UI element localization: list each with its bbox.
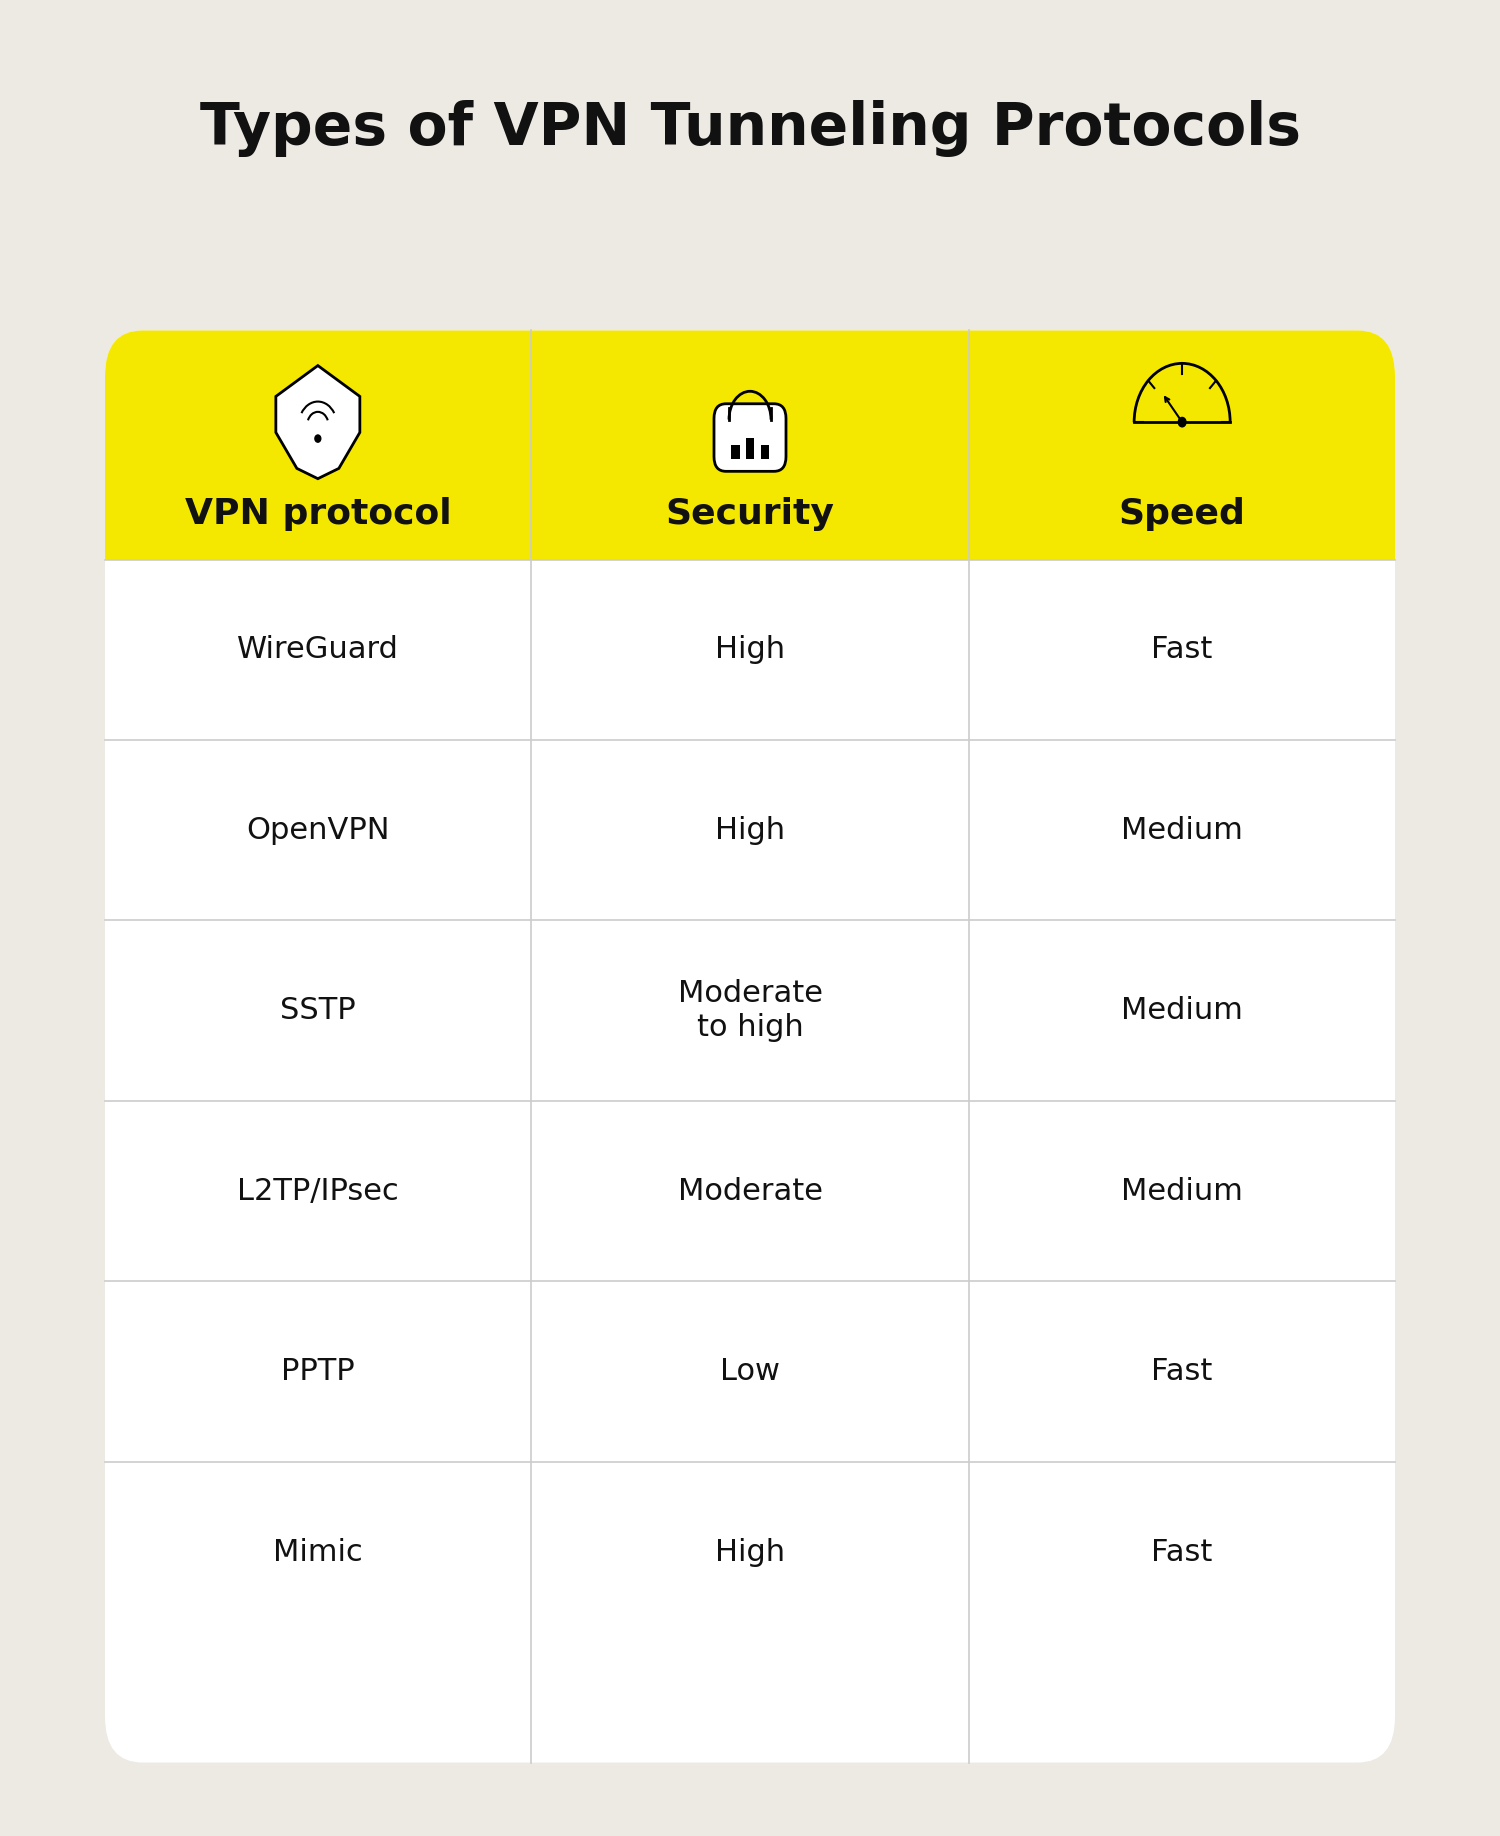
FancyBboxPatch shape bbox=[105, 330, 1395, 1763]
FancyBboxPatch shape bbox=[105, 330, 1395, 560]
Circle shape bbox=[315, 435, 321, 442]
Text: Fast: Fast bbox=[1152, 635, 1214, 665]
Text: Medium: Medium bbox=[1120, 1177, 1244, 1206]
Text: High: High bbox=[716, 1537, 784, 1566]
Text: L2TP/IPsec: L2TP/IPsec bbox=[237, 1177, 399, 1206]
Text: Low: Low bbox=[720, 1357, 780, 1386]
Text: Medium: Medium bbox=[1120, 997, 1244, 1024]
Text: Mimic: Mimic bbox=[273, 1537, 363, 1566]
Text: PPTP: PPTP bbox=[280, 1357, 354, 1386]
Text: WireGuard: WireGuard bbox=[237, 635, 399, 665]
Bar bbox=[746, 437, 754, 459]
Circle shape bbox=[1179, 417, 1186, 426]
Text: Types of VPN Tunneling Protocols: Types of VPN Tunneling Protocols bbox=[200, 99, 1300, 158]
Text: Security: Security bbox=[666, 498, 834, 531]
Text: Fast: Fast bbox=[1152, 1357, 1214, 1386]
Text: High: High bbox=[716, 815, 784, 845]
Text: Speed: Speed bbox=[1119, 498, 1245, 531]
Text: SSTP: SSTP bbox=[280, 997, 356, 1024]
Bar bbox=[730, 444, 740, 459]
Polygon shape bbox=[276, 365, 360, 479]
Text: Moderate: Moderate bbox=[678, 1177, 822, 1206]
Text: Fast: Fast bbox=[1152, 1537, 1214, 1566]
Bar bbox=[760, 444, 770, 459]
Text: Moderate
to high: Moderate to high bbox=[678, 979, 822, 1043]
Text: Medium: Medium bbox=[1120, 815, 1244, 845]
Text: High: High bbox=[716, 635, 784, 665]
Bar bbox=[105, 479, 1395, 560]
FancyBboxPatch shape bbox=[714, 404, 786, 472]
Text: VPN protocol: VPN protocol bbox=[184, 498, 452, 531]
Text: OpenVPN: OpenVPN bbox=[246, 815, 390, 845]
